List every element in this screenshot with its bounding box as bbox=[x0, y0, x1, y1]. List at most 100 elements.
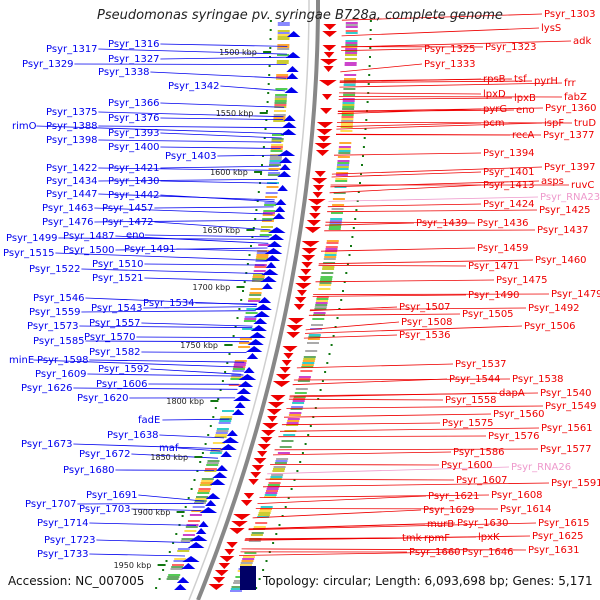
gene-label-forward[interactable]: Psyr_1398 bbox=[46, 135, 98, 146]
gene-label-reverse[interactable]: asps bbox=[541, 176, 564, 187]
gene-label-forward[interactable]: Psyr_1375 bbox=[46, 107, 98, 118]
gene-label-reverse[interactable]: Psyr_1333 bbox=[424, 59, 476, 70]
gene-label-forward[interactable]: Psyr_1442 bbox=[108, 190, 160, 201]
gene-label-reverse[interactable]: Psyr_1561 bbox=[541, 423, 593, 434]
gene-label-reverse[interactable]: Psyr_1544 bbox=[449, 374, 501, 385]
gene-label-forward[interactable]: Psyr_1534 bbox=[143, 298, 195, 309]
gene-label-reverse[interactable]: Psyr_1437 bbox=[537, 225, 589, 236]
gene-label-reverse[interactable]: tmk bbox=[402, 533, 422, 544]
gene-label-reverse[interactable]: Psyr_1591 bbox=[551, 478, 600, 489]
gene-label-forward[interactable]: Psyr_1582 bbox=[89, 347, 141, 358]
gene-label-reverse[interactable]: Psyr_1646 bbox=[462, 547, 514, 558]
gene-label-forward[interactable]: Psyr_1338 bbox=[98, 67, 150, 78]
gene-label-forward[interactable]: Psyr_1691 bbox=[86, 490, 138, 501]
gene-label-forward[interactable]: Psyr_1673 bbox=[21, 439, 73, 450]
gene-label-forward[interactable]: Psyr_1327 bbox=[108, 54, 160, 65]
gene-label-reverse[interactable]: tsf bbox=[514, 74, 527, 85]
gene-label-forward[interactable]: Psyr_1393 bbox=[108, 128, 160, 139]
gene-label-forward[interactable]: Psyr_1707 bbox=[25, 499, 77, 510]
gene-label-reverse[interactable]: Psyr_1436 bbox=[477, 218, 529, 229]
gene-label-forward[interactable]: Psyr_1592 bbox=[98, 364, 150, 375]
gene-label-reverse[interactable]: Psyr_1615 bbox=[538, 518, 590, 529]
gene-label-forward[interactable]: Psyr_1400 bbox=[108, 142, 160, 153]
gene-label-reverse[interactable]: Psyr_1577 bbox=[540, 444, 592, 455]
gene-label-forward[interactable]: Psyr_1585 bbox=[33, 336, 85, 347]
gene-label-reverse[interactable]: lpxK bbox=[478, 532, 500, 543]
gene-label-reverse[interactable]: pyrG bbox=[483, 104, 507, 115]
gene-label-reverse[interactable]: Psyr_1625 bbox=[532, 531, 584, 542]
gene-label-forward[interactable]: Psyr_1499 bbox=[6, 233, 58, 244]
gene-label-reverse[interactable]: pyrH bbox=[534, 76, 558, 87]
gene-label-forward[interactable]: fadE bbox=[138, 415, 160, 426]
gene-label-forward[interactable]: Psyr_1434 bbox=[46, 176, 98, 187]
gene-label-reverse[interactable]: Psyr_1608 bbox=[491, 490, 543, 501]
gene-label-reverse[interactable]: pcm bbox=[483, 118, 505, 129]
gene-label-reverse[interactable]: ruvC bbox=[571, 180, 594, 191]
gene-label-reverse[interactable]: Psyr_1538 bbox=[512, 374, 564, 385]
gene-label-forward[interactable]: Psyr_1543 bbox=[91, 303, 143, 314]
rna-label[interactable]: Psyr_RNA23 bbox=[540, 192, 600, 203]
gene-label-reverse[interactable]: rpsB bbox=[483, 74, 506, 85]
gene-label-reverse[interactable]: Psyr_1630 bbox=[457, 518, 509, 529]
gene-label-forward[interactable]: eno bbox=[126, 230, 145, 241]
gene-label-reverse[interactable]: Psyr_1631 bbox=[528, 545, 580, 556]
gene-label-forward[interactable]: Psyr_1714 bbox=[37, 518, 89, 529]
gene-label-forward[interactable]: Psyr_1457 bbox=[102, 203, 154, 214]
gene-label-reverse[interactable]: Psyr_1425 bbox=[539, 205, 591, 216]
gene-label-forward[interactable]: Psyr_1570 bbox=[84, 332, 136, 343]
gene-label-reverse[interactable]: Psyr_1558 bbox=[445, 395, 497, 406]
gene-label-reverse[interactable]: murB bbox=[427, 519, 454, 530]
gene-label-forward[interactable]: Psyr_1703 bbox=[79, 504, 131, 515]
gene-label-reverse[interactable]: Psyr_1377 bbox=[543, 130, 595, 141]
gene-label-reverse[interactable]: eno bbox=[516, 105, 535, 116]
gene-label-reverse[interactable]: Psyr_1325 bbox=[424, 44, 476, 55]
rna-label[interactable]: Psyr_RNA26 bbox=[511, 462, 571, 473]
gene-label-forward[interactable]: Psyr_1510 bbox=[92, 259, 144, 270]
gene-label-reverse[interactable]: Psyr_1549 bbox=[545, 401, 597, 412]
gene-label-forward[interactable]: maf bbox=[159, 443, 179, 454]
gene-label-forward[interactable]: Psyr_1491 bbox=[124, 244, 176, 255]
gene-label-reverse[interactable]: Psyr_1505 bbox=[462, 309, 514, 320]
gene-label-reverse[interactable]: lpxB bbox=[514, 93, 536, 104]
gene-label-forward[interactable]: Psyr_1487 bbox=[63, 231, 115, 242]
gene-label-reverse[interactable]: Psyr_1475 bbox=[496, 275, 548, 286]
gene-label-forward[interactable]: Psyr_1500 bbox=[63, 245, 115, 256]
gene-label-reverse[interactable]: Psyr_1360 bbox=[545, 103, 597, 114]
gene-label-forward[interactable]: Psyr_1329 bbox=[22, 59, 74, 70]
gene-label-reverse[interactable]: dapA bbox=[499, 388, 525, 399]
gene-label-forward[interactable]: Psyr_1447 bbox=[46, 189, 98, 200]
gene-label-forward[interactable]: Psyr_1606 bbox=[96, 379, 148, 390]
gene-label-forward[interactable]: Psyr_1559 bbox=[29, 307, 81, 318]
gene-label-reverse[interactable]: Psyr_1575 bbox=[442, 418, 494, 429]
gene-label-forward[interactable]: Psyr_1521 bbox=[92, 273, 144, 284]
gene-label-reverse[interactable]: Psyr_1607 bbox=[456, 475, 508, 486]
gene-label-forward[interactable]: Psyr_1421 bbox=[108, 163, 160, 174]
gene-label-forward[interactable]: Psyr_1638 bbox=[107, 430, 159, 441]
gene-label-forward[interactable]: Psyr_1376 bbox=[108, 113, 160, 124]
gene-label-forward[interactable]: Psyr_1472 bbox=[102, 217, 154, 228]
gene-label-reverse[interactable]: Psyr_1490 bbox=[468, 290, 520, 301]
gene-label-forward[interactable]: Psyr_1620 bbox=[77, 393, 129, 404]
gene-label-reverse[interactable]: Psyr_1471 bbox=[468, 261, 520, 272]
gene-label-reverse[interactable]: Psyr_1614 bbox=[500, 504, 552, 515]
gene-label-forward[interactable]: Psyr_1342 bbox=[168, 81, 220, 92]
gene-label-reverse[interactable]: ispF bbox=[544, 118, 564, 129]
gene-label-reverse[interactable]: fabZ bbox=[564, 92, 587, 103]
gene-label-reverse[interactable]: Psyr_1540 bbox=[540, 388, 592, 399]
gene-label-reverse[interactable]: Psyr_1537 bbox=[455, 359, 507, 370]
gene-label-reverse[interactable]: Psyr_1303 bbox=[544, 9, 596, 20]
gene-label-reverse[interactable]: Psyr_1323 bbox=[485, 42, 537, 53]
gene-label-reverse[interactable]: Psyr_1413 bbox=[483, 180, 535, 191]
gene-label-reverse[interactable]: lpxD bbox=[483, 89, 506, 100]
gene-label-reverse[interactable]: truD bbox=[574, 118, 596, 129]
gene-label-forward[interactable]: rimO bbox=[12, 121, 37, 132]
gene-label-reverse[interactable]: lysS bbox=[541, 23, 561, 34]
gene-label-reverse[interactable]: Psyr_1629 bbox=[423, 505, 475, 516]
gene-label-forward[interactable]: Psyr_1430 bbox=[108, 176, 160, 187]
gene-label-reverse[interactable]: Psyr_1439 bbox=[416, 218, 468, 229]
gene-label-forward[interactable]: Psyr_1463 bbox=[42, 203, 94, 214]
gene-label-reverse[interactable]: recA bbox=[512, 130, 535, 141]
gene-label-reverse[interactable]: Psyr_1506 bbox=[524, 321, 576, 332]
gene-label-forward[interactable]: Psyr_1723 bbox=[44, 535, 96, 546]
gene-label-forward[interactable]: Psyr_1317 bbox=[46, 44, 98, 55]
